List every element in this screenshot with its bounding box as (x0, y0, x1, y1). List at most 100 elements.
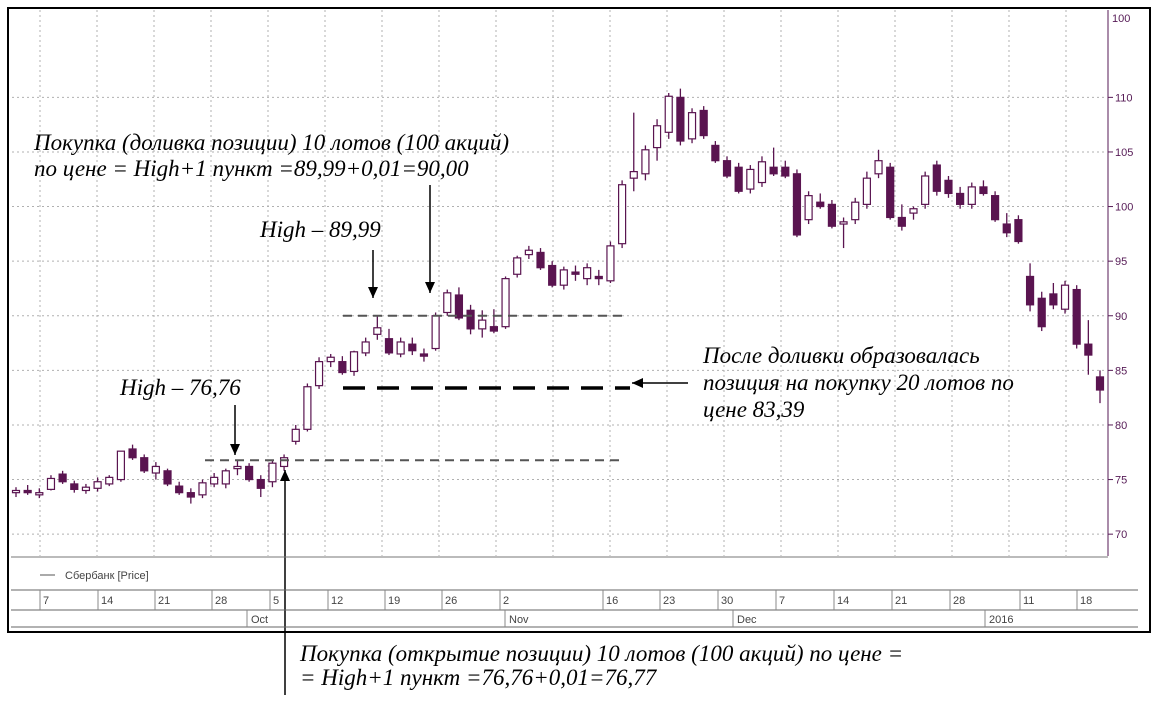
x-day-tick-label: 23 (663, 595, 675, 607)
y-tick-label: 70 (1115, 529, 1127, 541)
arrow-buy-add-head (425, 282, 435, 293)
candle-bear (419, 353, 429, 357)
candle-bear (186, 492, 195, 498)
candle-bull (664, 95, 673, 133)
candle-bull (93, 481, 102, 489)
candle-bull (279, 457, 289, 468)
x-day-tick-label: 18 (1080, 595, 1092, 607)
candle-bull (291, 428, 300, 442)
candle-bear (1095, 376, 1105, 391)
candle-bull (641, 149, 650, 175)
y-tick-label: 105 (1115, 147, 1133, 159)
x-day-tick-label: 14 (101, 595, 113, 607)
candle-bear (594, 275, 603, 280)
candle-bear (23, 489, 32, 494)
candle-bull (373, 327, 382, 335)
candle-bear (1049, 293, 1058, 306)
candle-bull (349, 351, 359, 373)
candle-bear (711, 144, 720, 162)
annotation-buy-add-line1: Покупка (доливка позиции) 10 лотов (100 … (33, 130, 509, 155)
candle-bear (140, 457, 149, 472)
candle-bear (408, 343, 417, 352)
arrow-high-89-head (368, 287, 378, 298)
candle-bull (618, 184, 627, 245)
candle-bear (1025, 275, 1035, 306)
x-day-tick-label: 16 (606, 595, 618, 607)
candle-bear (245, 465, 254, 481)
candle-bull (478, 319, 487, 330)
candle-bull (839, 221, 848, 225)
x-month-label: 2016 (989, 614, 1013, 626)
candle-bull (105, 476, 114, 485)
y-tick-label: 100 (1115, 202, 1133, 214)
candle-bear (1014, 219, 1023, 243)
candle-bear (454, 294, 464, 319)
candle-bull (314, 361, 324, 387)
candle-bull (11, 489, 21, 494)
x-axis: 7 14 21 28 5 12 19 26 2 16 23 30 7 14 21 28 11 18 Oct Nov De… (11, 589, 1138, 628)
candle-bull (851, 201, 860, 221)
candle-bear (722, 160, 732, 177)
candle-bear (827, 203, 837, 227)
candle-bull (210, 476, 219, 485)
candle-bear (956, 192, 965, 205)
candle-bull (652, 125, 662, 149)
x-day-tick-label: 11 (1023, 595, 1034, 607)
candle-bear (58, 473, 67, 483)
annotation-after-add-line3: цене 83,39 (703, 397, 805, 422)
annotation-open-line1: Покупка (открытие позиции) 10 лотов (100… (300, 641, 904, 666)
candle-bull (524, 249, 533, 256)
candle-bull (361, 341, 370, 354)
y-axis-top-label: 100 (1112, 13, 1130, 25)
x-day-tick-label: 19 (388, 595, 400, 607)
candle-bull (396, 341, 405, 355)
candle-bull (757, 161, 767, 184)
x-day-tick-label: 7 (43, 595, 49, 607)
candle-bear (781, 166, 790, 177)
x-day-tick-label: 21 (158, 595, 170, 607)
candle-bear (990, 195, 1000, 221)
candle-bull (326, 356, 335, 363)
candle-bull (559, 269, 568, 286)
y-tick-label: 75 (1115, 475, 1127, 487)
candle-bull (81, 486, 91, 492)
candle-bull (583, 267, 592, 280)
candle-bear (1037, 297, 1046, 328)
x-month-label: Dec (737, 614, 757, 626)
candle-bull (221, 470, 230, 485)
candle-bull (921, 175, 930, 205)
candle-bear (489, 326, 498, 332)
candle-bull (443, 292, 452, 314)
candle-bear (897, 216, 906, 227)
arrow-high-76-head (230, 444, 240, 455)
candle-bear (792, 173, 802, 236)
candle-bull (804, 195, 813, 221)
x-day-tick-label: 30 (721, 595, 733, 607)
annotation-arrows (230, 185, 688, 695)
candle-bull (46, 477, 56, 490)
candle-bear (932, 164, 941, 192)
candle-bear (676, 96, 685, 142)
annotation-after-add-line1: После доливки образовалась (702, 343, 980, 368)
x-day-tick-label: 12 (331, 595, 343, 607)
candle-bull (431, 315, 440, 350)
candle-bull (35, 492, 44, 496)
x-month-label: Oct (251, 614, 268, 626)
annotation-open-line2: = High+1 пункт =76,76+0,01=76,77 (300, 665, 657, 690)
y-tick-label: 85 (1115, 365, 1127, 377)
candle-bull (606, 245, 615, 282)
annotation-buy-add-line2: по цене = High+1 пункт =89,99+0,01=90,00 (34, 156, 469, 181)
candle-bear (769, 166, 778, 175)
candle-bear (338, 361, 347, 374)
candle-bear (816, 201, 825, 208)
candle-bull (862, 177, 871, 205)
x-day-tick-label: 28 (215, 595, 227, 607)
candle-bear (979, 186, 988, 195)
y-tick-label: 110 (1115, 92, 1133, 104)
candle-bull (268, 462, 277, 483)
candle-bear (1084, 343, 1093, 356)
x-day-tick-label: 21 (895, 595, 907, 607)
candle-bear (886, 166, 895, 219)
annotation-open-position: Покупка (открытие позиции) 10 лотов (100… (300, 642, 903, 690)
